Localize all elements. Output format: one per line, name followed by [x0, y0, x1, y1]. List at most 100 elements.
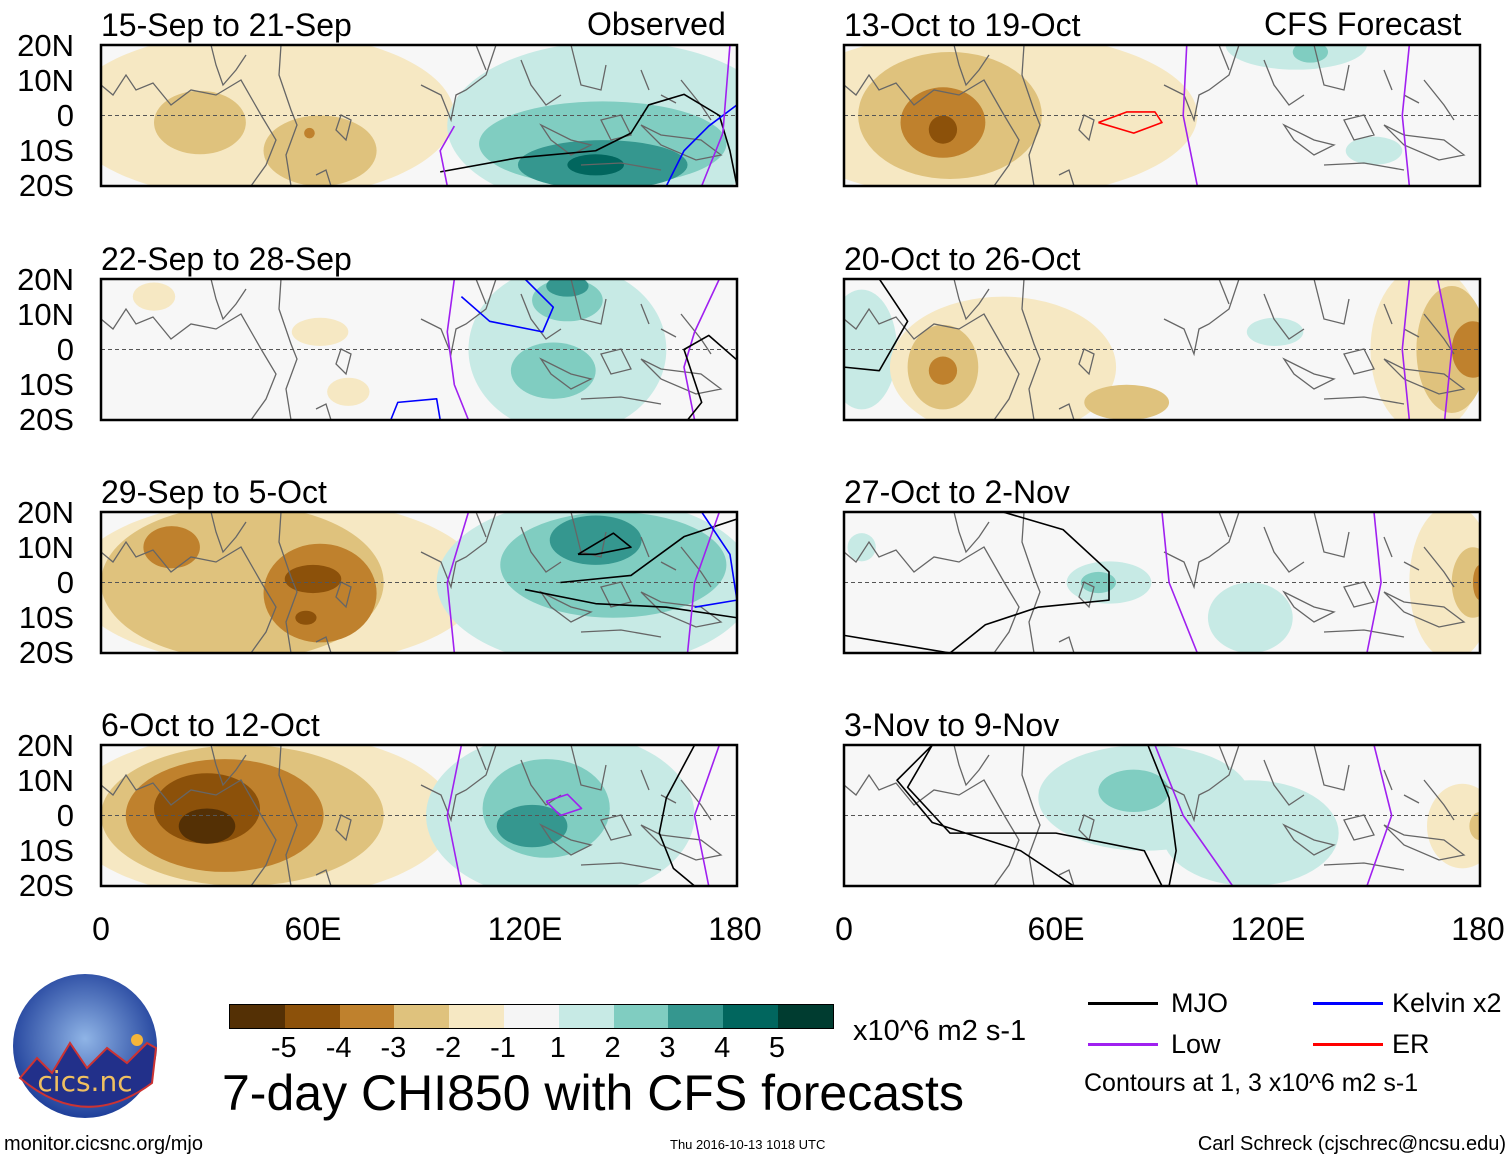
- positive-anomaly-region: [844, 289, 897, 410]
- colorbar-swatch: [449, 1005, 504, 1028]
- negative-anomaly-region: [178, 808, 236, 844]
- low-contour: [446, 279, 470, 420]
- colorbar-swatch: [558, 1005, 614, 1028]
- positive-anomaly-region: [549, 515, 642, 565]
- mjo-contour: [844, 279, 909, 372]
- low-contour: [700, 45, 731, 186]
- x-tick: 0: [835, 911, 853, 947]
- units-label: x10^6 m2 s-1: [853, 1015, 1027, 1047]
- positive-anomaly-region: [1207, 582, 1293, 653]
- colorbar-swatch: [503, 1005, 559, 1028]
- panel-title: 20-Oct to 26-Oct: [844, 241, 1081, 277]
- y-tick: 0: [56, 332, 74, 367]
- low-contour: [1161, 512, 1199, 653]
- panel-frame: [99, 743, 739, 888]
- source-url[interactable]: monitor.cicsnc.org/mjo: [4, 1133, 203, 1155]
- low-contour: [446, 512, 470, 653]
- y-tick: 10S: [18, 367, 74, 402]
- colorbar-label: 4: [714, 1032, 731, 1064]
- panel-frame: [842, 277, 1482, 422]
- x-tick: 60E: [284, 911, 342, 947]
- coastline: [101, 45, 723, 186]
- colorbar-label: -2: [435, 1032, 462, 1064]
- colorbar-swatch: [723, 1005, 778, 1028]
- low-contour: [686, 512, 721, 653]
- mjo-contour: [577, 532, 632, 556]
- low-contour: [439, 125, 456, 186]
- mjo-contour: [844, 512, 1110, 653]
- low-contour: [446, 745, 463, 886]
- mjo-contour: [658, 745, 696, 886]
- colorbar-swatch: [339, 1005, 395, 1028]
- panel-title: 6-Oct to 12-Oct: [101, 707, 320, 743]
- negative-anomaly-region: [132, 282, 176, 311]
- y-tick: 20N: [17, 28, 74, 63]
- map-panel: [842, 43, 1482, 188]
- map-panel: [99, 43, 739, 188]
- positive-anomaly-region: [1098, 769, 1170, 812]
- y-tick: 10N: [17, 297, 74, 332]
- panel-title: 3-Nov to 9-Nov: [844, 707, 1060, 743]
- negative-anomaly-region: [327, 377, 370, 406]
- colorbar-swatch: [284, 1005, 340, 1028]
- positive-anomaly-region: [1162, 780, 1339, 886]
- low-contour: [1154, 745, 1234, 886]
- colorbar-label: -4: [325, 1032, 352, 1064]
- timestamp: Thu 2016-10-13 1018 UTC: [670, 1137, 826, 1152]
- author-credit: Carl Schreck (cjschrec@ncsu.edu): [1197, 1133, 1506, 1155]
- negative-anomaly-region: [1451, 321, 1480, 378]
- coastline: [844, 45, 1466, 186]
- mjo-contour: [524, 588, 737, 619]
- map-panel: [99, 510, 739, 655]
- negative-anomaly-region: [263, 115, 377, 186]
- er-legend-line: [1313, 1043, 1383, 1046]
- panel-title: 13-Oct to 19-Oct: [844, 7, 1081, 43]
- positive-anomaly-region: [1246, 317, 1304, 346]
- negative-anomaly-region: [154, 90, 246, 155]
- coastline: [844, 512, 1466, 653]
- colorbar-label: 5: [768, 1032, 786, 1064]
- coastline: [101, 745, 723, 886]
- negative-anomaly-region: [1427, 783, 1480, 869]
- negative-anomaly-region: [928, 115, 958, 144]
- mjo-contour: [1147, 745, 1177, 886]
- map-panel: [842, 743, 1482, 888]
- x-tick: 120E: [487, 911, 563, 947]
- mjo-legend-label: MJO: [1171, 988, 1228, 1018]
- x-tick: 60E: [1027, 911, 1085, 947]
- y-tick: 20N: [17, 495, 74, 530]
- kelvin-contour: [694, 512, 737, 608]
- y-tick: 20S: [18, 868, 74, 903]
- y-tick: 20S: [18, 168, 74, 203]
- coastline: [844, 279, 1466, 420]
- colorbar-label: -5: [270, 1032, 297, 1064]
- low-contour: [683, 279, 721, 420]
- negative-anomaly-region: [284, 564, 342, 594]
- colorbar-label: -3: [380, 1032, 407, 1064]
- kelvin-contour: [460, 279, 555, 333]
- low-contour: [1182, 45, 1199, 186]
- positive-anomaly-region: [1345, 136, 1403, 165]
- negative-anomaly-region: [291, 317, 349, 346]
- contour-note: Contours at 1, 3 x10^6 m2 s-1: [1084, 1069, 1419, 1097]
- forecast-label: CFS Forecast: [1264, 6, 1462, 42]
- mjo-legend-line: [1088, 1002, 1158, 1005]
- y-tick: 10N: [17, 530, 74, 565]
- colorbar-swatch: [613, 1005, 669, 1028]
- low-legend-line: [1088, 1043, 1158, 1046]
- negative-anomaly-region: [295, 610, 317, 625]
- y-tick: 20S: [18, 402, 74, 437]
- low-legend-label: Low: [1171, 1029, 1221, 1059]
- panel-frame: [99, 43, 739, 188]
- cics-logo: cics.nc: [13, 974, 158, 1118]
- y-tick: 0: [56, 98, 74, 133]
- negative-anomaly-region: [1084, 384, 1170, 420]
- mjo-contour: [896, 745, 1163, 886]
- negative-anomaly-region: [928, 356, 958, 385]
- kelvin-contour: [665, 104, 737, 186]
- colorbar-label: 1: [549, 1032, 566, 1064]
- panel-title: 15-Sep to 21-Sep: [101, 7, 352, 43]
- low-contour: [1366, 512, 1382, 653]
- x-tick: 120E: [1230, 911, 1306, 947]
